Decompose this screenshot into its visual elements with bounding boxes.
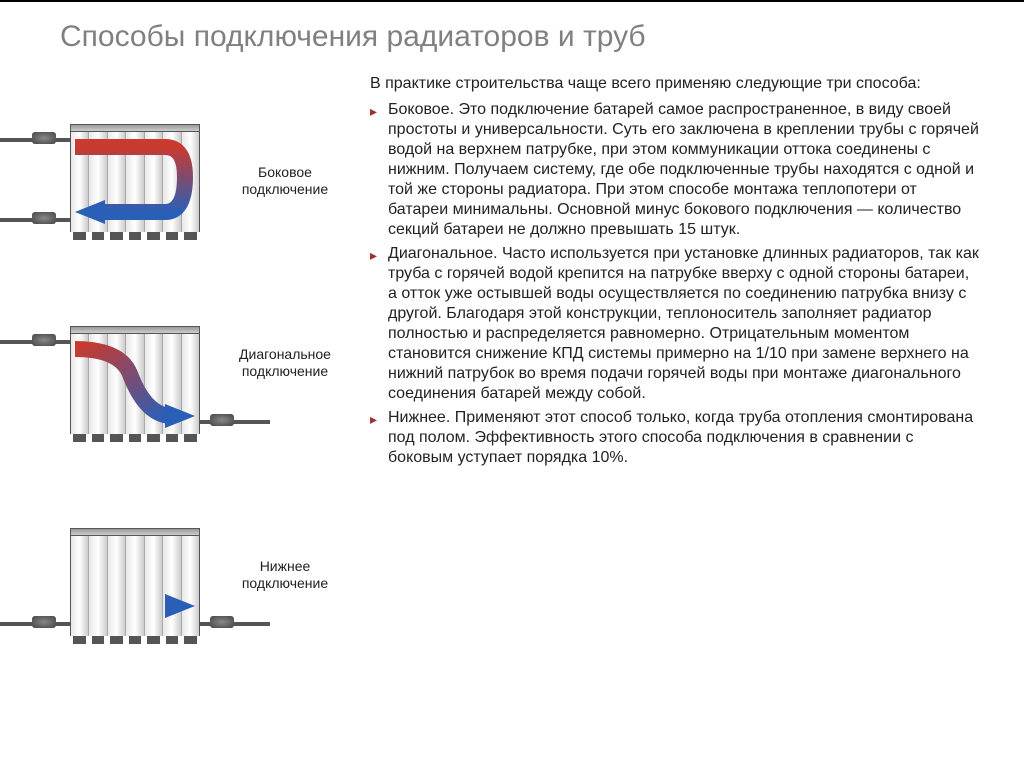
diagram-bottom: Нижнее подключение — [0, 508, 280, 700]
bullet-text: Диагональное. Часто используется при уст… — [388, 244, 980, 404]
diagram-diagonal: Диагональное подключение — [0, 306, 280, 498]
bullet-item: ▸ Диагональное. Часто используется при у… — [370, 244, 980, 404]
bullet-icon: ▸ — [370, 244, 388, 264]
bullet-item: ▸ Нижнее. Применяют этот способ только, … — [370, 408, 980, 468]
diagram-label: Боковое подключение — [215, 164, 355, 198]
diagram-label: Нижнее подключение — [215, 558, 355, 592]
bullet-text: Нижнее. Применяют этот способ только, ко… — [388, 408, 980, 468]
radiator-icon — [70, 326, 200, 446]
radiator-icon — [70, 124, 200, 244]
bullet-icon: ▸ — [370, 408, 388, 428]
diagram-column: Боковое подключение — [0, 74, 280, 710]
bullet-item: ▸ Боковое. Это подключение батарей самое… — [370, 100, 980, 240]
diagram-side: Боковое подключение — [0, 104, 280, 296]
page-title: Способы подключения радиаторов и труб — [60, 20, 646, 54]
bullet-icon: ▸ — [370, 100, 388, 120]
intro-text: В практике строительства чаще всего прим… — [370, 74, 980, 94]
text-column: В практике строительства чаще всего прим… — [280, 74, 1000, 710]
radiator-icon — [70, 528, 200, 648]
content-area: Боковое подключение — [0, 74, 1024, 710]
bullet-text: Боковое. Это подключение батарей самое р… — [388, 100, 980, 240]
diagram-label: Диагональное подключение — [215, 346, 355, 380]
